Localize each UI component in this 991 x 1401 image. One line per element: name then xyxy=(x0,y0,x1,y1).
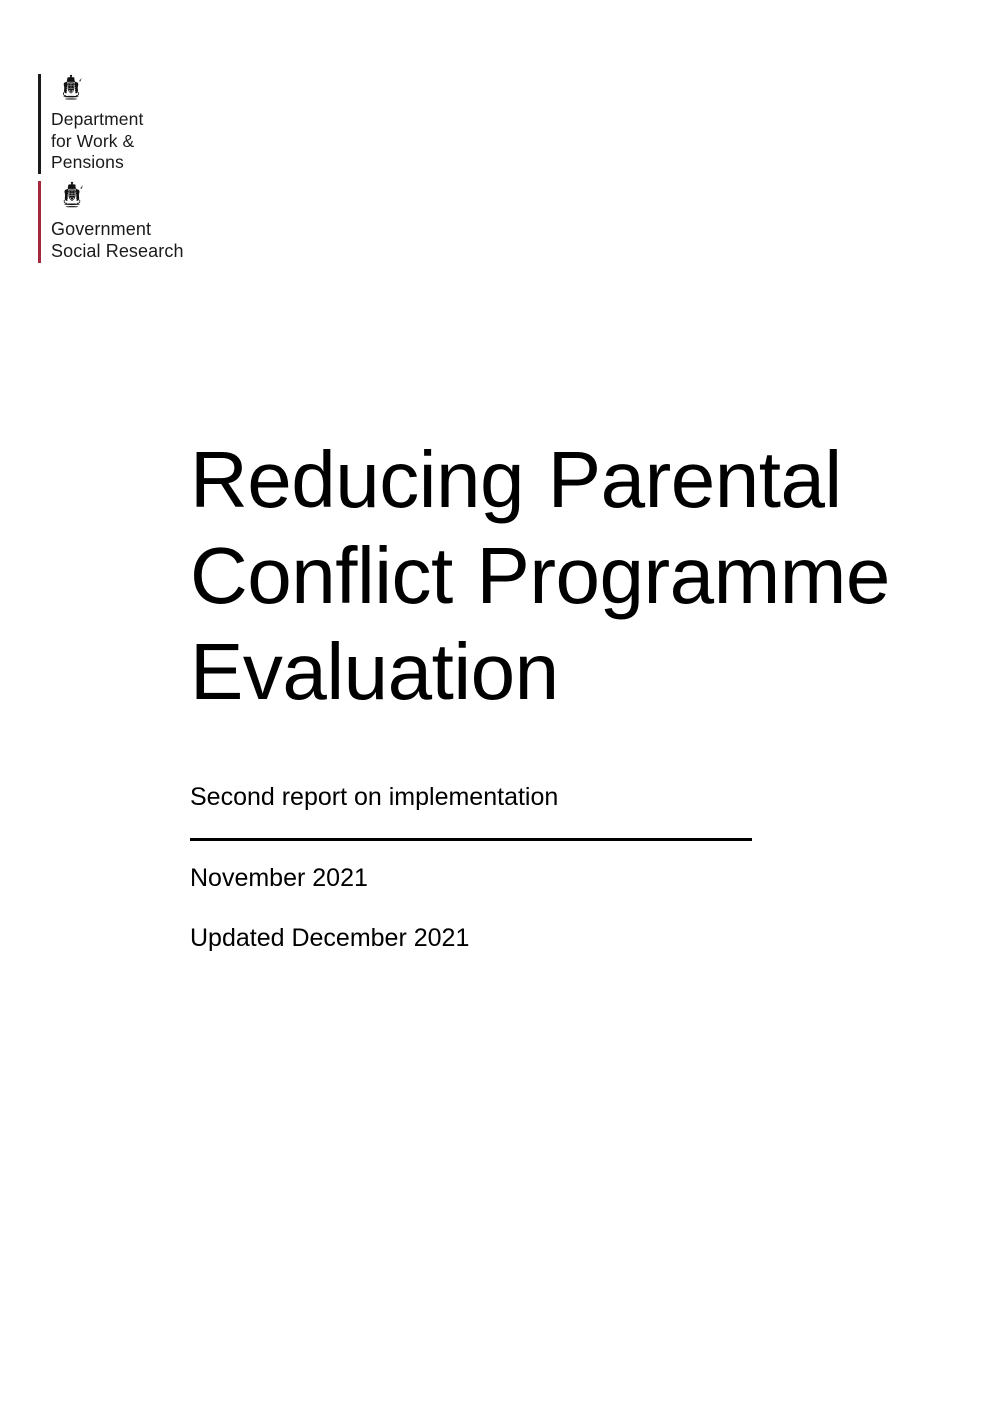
page-title: Reducing Parental Conflict Programme Eva… xyxy=(190,435,890,716)
dwp-logo: Department for Work & Pensions xyxy=(38,74,358,174)
royal-coat-of-arms-crest-icon xyxy=(63,181,83,207)
gsr-logo-text: Government Social Research xyxy=(51,218,184,262)
logo-stack: Department for Work & Pensions xyxy=(38,74,358,263)
dwp-logo-text: Department for Work & Pensions xyxy=(51,109,144,172)
publication-date: November 2021 xyxy=(190,864,368,892)
page-subtitle: Second report on implementation xyxy=(190,783,559,811)
title-block: Reducing Parental Conflict Programme Eva… xyxy=(190,432,930,953)
updated-date: Updated December 2021 xyxy=(190,924,470,952)
gsr-logo: Government Social Research xyxy=(38,180,358,263)
title-divider xyxy=(190,838,752,841)
dwp-logo-rule xyxy=(38,74,41,174)
royal-coat-of-arms-crest-icon xyxy=(62,74,82,100)
gsr-logo-rule xyxy=(38,180,41,263)
